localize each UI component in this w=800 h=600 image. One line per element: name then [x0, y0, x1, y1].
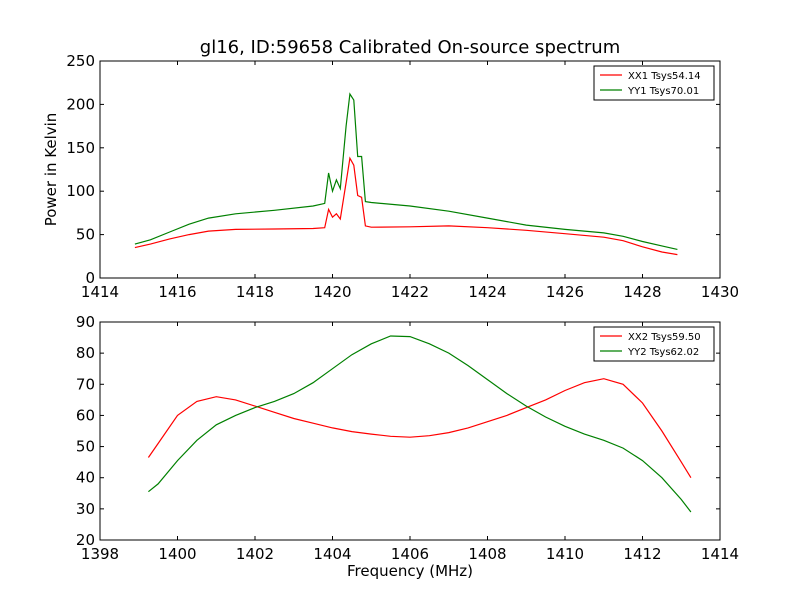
y-tick-label: 50	[76, 226, 95, 244]
x-tick-label: 1398	[81, 545, 119, 563]
x-tick-label: 1406	[391, 545, 429, 563]
y-tick-label: 30	[76, 500, 95, 518]
bottom-panel: 1398 1400 1402 1404 1406 1408 1410 1412 1414 20 30…	[76, 313, 739, 580]
series-line-yy1	[134, 92, 678, 250]
x-tick-label: 1402	[236, 545, 274, 563]
x-tick-label: 1422	[391, 283, 429, 301]
x-tick-label: 1412	[623, 545, 661, 563]
y-tick-label: 80	[76, 344, 95, 362]
x-tick-label: 1410	[546, 545, 584, 563]
series-line-xx1	[134, 156, 678, 256]
y-tick-label: 40	[76, 469, 95, 487]
y-tick-label: 200	[66, 95, 95, 113]
y-tick-label: 60	[76, 406, 95, 424]
y-tick-label: 250	[66, 52, 95, 70]
x-tick-label: 1420	[313, 283, 351, 301]
legend-label: XX1 Tsys54.14	[628, 71, 701, 82]
y-tick-label: 90	[76, 313, 95, 331]
y-tick-label: 20	[76, 531, 95, 549]
x-tick-label: 1400	[158, 545, 196, 563]
legend-label: XX2 Tsys59.50	[628, 332, 701, 343]
x-tick-label: 1414	[701, 545, 739, 563]
legend-label: YY2 Tsys62.02	[627, 347, 699, 358]
x-tick-label: 1428	[623, 283, 661, 301]
x-tick-label: 1424	[468, 283, 506, 301]
legend-box	[593, 326, 715, 362]
y-axis-label: Power in Kelvin	[42, 113, 60, 227]
x-tick-label: 1404	[313, 545, 351, 563]
series-line-xx2	[147, 378, 692, 479]
y-tick-label: 150	[66, 139, 95, 157]
y-tick-label: 50	[76, 438, 95, 456]
x-tick-label: 1426	[546, 283, 584, 301]
y-tick-label: 0	[85, 269, 95, 287]
x-axis-label: Frequency (MHz)	[347, 562, 473, 580]
legend-box	[593, 65, 715, 101]
x-tick-label: 1416	[158, 283, 196, 301]
x-tick-label: 1418	[236, 283, 274, 301]
top-panel: 1414 1416 1418 1420 1422 1424 1426 1428 1430 0 50 1…	[42, 52, 739, 301]
legend-label: YY1 Tsys70.01	[627, 86, 699, 97]
x-tick-label: 1430	[701, 283, 739, 301]
y-tick-label: 70	[76, 375, 95, 393]
x-tick-label: 1408	[468, 545, 506, 563]
x-tick-label: 1414	[81, 283, 119, 301]
series-line-yy2	[148, 335, 692, 513]
y-tick-label: 100	[66, 182, 95, 200]
chart-title: gl16, ID:59658 Calibrated On-source spec…	[200, 37, 620, 58]
